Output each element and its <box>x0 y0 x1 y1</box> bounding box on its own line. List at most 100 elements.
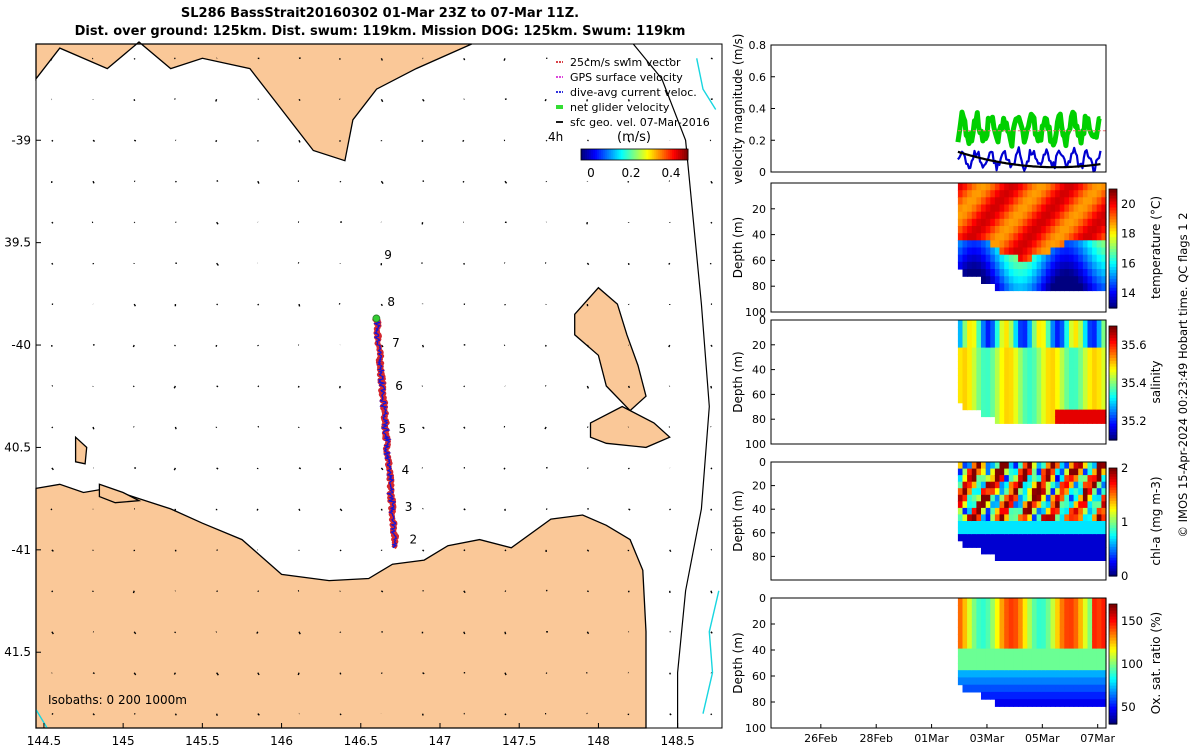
temperature-cell <box>1022 190 1028 198</box>
temperature-cell <box>1050 211 1056 220</box>
geo-vel-arrow <box>627 590 630 593</box>
oxygen-cell <box>1078 612 1084 621</box>
temperature-cell <box>1092 233 1098 241</box>
chla-cell <box>1050 514 1056 522</box>
salinity-colorbar-cell <box>1109 383 1117 387</box>
salinity-cell <box>1004 326 1010 335</box>
chla-cell <box>1078 468 1084 476</box>
temperature-cell <box>1004 254 1010 263</box>
temperature-cell <box>1101 211 1107 220</box>
salinity-cell <box>1078 416 1084 424</box>
oxygen-cell <box>981 626 987 635</box>
colorbar-cell <box>656 149 659 160</box>
oxygen-cell <box>1045 626 1051 635</box>
temperature-cell <box>1064 276 1070 284</box>
oxygen-cell <box>1069 648 1075 657</box>
oxygen-cell <box>1004 648 1010 657</box>
chla-cell <box>1073 534 1079 542</box>
chla-cell <box>1059 468 1065 476</box>
oxygen-cell <box>1096 691 1102 700</box>
oxygen-cell <box>985 677 991 686</box>
salinity-cell <box>1036 388 1042 397</box>
chla-y-label: Depth (m) <box>731 490 745 551</box>
oxygen-cell <box>1073 691 1079 700</box>
temperature-cell <box>981 226 987 234</box>
temperature-cell <box>1013 226 1019 234</box>
oxygen-cell <box>1078 634 1084 642</box>
oxygen-colorbar-cell <box>1109 631 1117 635</box>
temperature-cell <box>1050 218 1056 227</box>
track-day-label-8: 8 <box>387 295 395 309</box>
chla-cell <box>1004 553 1010 561</box>
geo-vel-arrow <box>586 344 590 348</box>
oxygen-cell <box>1078 598 1084 606</box>
chla-cell <box>1045 553 1051 561</box>
salinity-cell <box>1064 402 1070 411</box>
salinity-cell <box>1004 320 1010 328</box>
salinity-colorbar-cell <box>1109 337 1117 341</box>
temperature-cell <box>994 261 1001 270</box>
temperature-colorbar-cell <box>1109 248 1117 253</box>
salinity-cell <box>967 375 973 383</box>
oxygen-cell <box>1069 641 1075 650</box>
temperature-cell <box>985 247 991 256</box>
chla-cell <box>1018 501 1024 509</box>
temperature-cell <box>1092 218 1098 227</box>
temperature-cell <box>1069 240 1075 249</box>
temperature-cell <box>976 254 982 263</box>
salinity-cell <box>999 382 1005 390</box>
oxygen-cell <box>990 684 996 693</box>
oxygen-colorbar-cell <box>1109 673 1117 677</box>
salinity-cell <box>1059 340 1065 349</box>
geo-vel-arrow <box>173 467 177 471</box>
temperature-cell <box>1055 218 1061 227</box>
temperature-cell <box>1064 254 1070 263</box>
temperature-cell <box>1096 247 1102 256</box>
chla-cell <box>1101 462 1107 470</box>
salinity-cell <box>1041 368 1047 376</box>
oxygen-cell <box>1069 670 1075 678</box>
geo-vel-arrow <box>710 180 713 184</box>
temperature-cell <box>1045 190 1051 198</box>
temperature-cell <box>1018 204 1024 213</box>
chla-cell <box>1041 507 1047 516</box>
salinity-cell <box>1082 402 1089 411</box>
salinity-cell <box>1069 409 1075 418</box>
chla-cell <box>1096 462 1102 470</box>
salinity-cell <box>1055 354 1061 362</box>
oxygen-cell <box>994 655 1001 664</box>
map-x-tick-label: 146.5 <box>344 734 378 748</box>
temperature-cell <box>1008 183 1014 191</box>
temperature-cell <box>976 183 982 191</box>
chla-cell <box>967 514 973 522</box>
temperature-cell <box>1050 247 1056 256</box>
geo-vel-arrow <box>133 631 137 635</box>
temperature-colorbar-cell <box>1109 194 1117 199</box>
chla-cell <box>1004 481 1010 489</box>
temperature-cell <box>981 247 987 256</box>
legend-entry-label: sfc geo. vel. 07-Mar-2016 <box>570 116 710 129</box>
oxygen-cell <box>1008 626 1014 635</box>
colorbar-tick-label: 0.4 <box>661 166 680 180</box>
salinity-cell <box>976 340 982 349</box>
temperature-colorbar-cell <box>1109 263 1117 267</box>
map-x-tick-label: 147 <box>429 734 452 748</box>
temperature-cell <box>1041 197 1047 206</box>
chla-cell <box>1041 540 1047 548</box>
chla-cell <box>1050 481 1056 489</box>
temperature-cell <box>1078 261 1084 270</box>
temperature-cell <box>1087 204 1093 213</box>
salinity-cell <box>1036 326 1042 335</box>
chla-cell <box>985 462 991 470</box>
colorbar-cell <box>624 149 628 160</box>
salinity-cell <box>967 361 973 369</box>
temperature-cell <box>1027 283 1033 292</box>
chla-cell <box>1050 468 1056 476</box>
chla-colorbar-cell <box>1109 470 1117 474</box>
chla-colorbar-cell <box>1109 503 1117 507</box>
temperature-cell <box>1059 204 1065 213</box>
salinity-cell <box>1092 402 1098 411</box>
geo-vel-arrow <box>132 344 135 348</box>
legend-entry-label: dive-avg current veloc. <box>570 86 697 99</box>
temperature-cell <box>1013 233 1019 241</box>
